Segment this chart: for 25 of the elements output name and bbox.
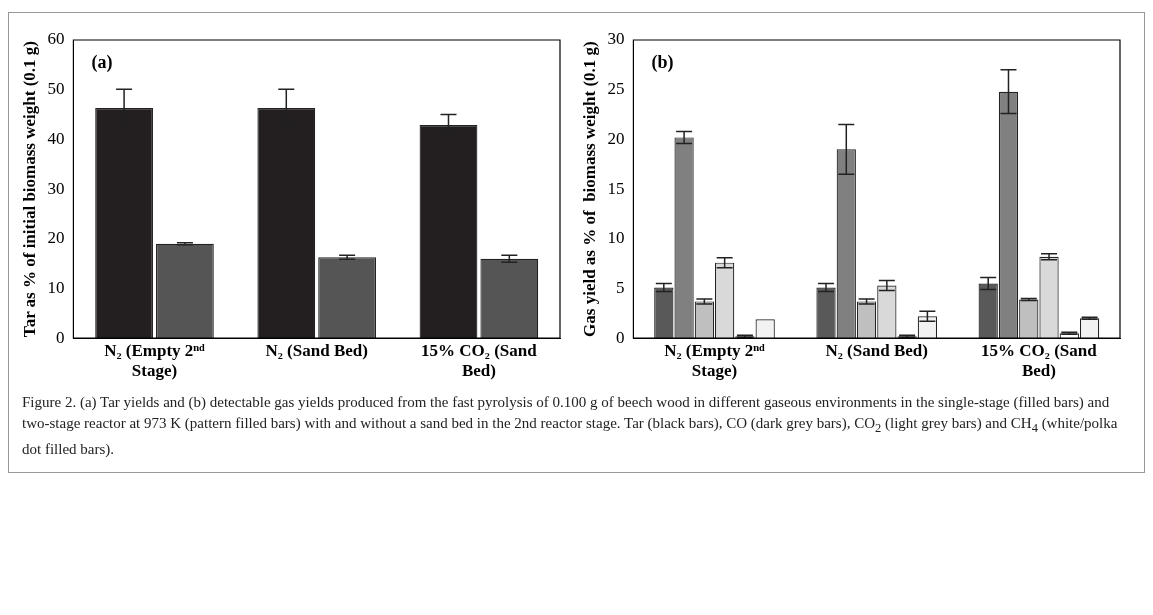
y-tick-label: 50 xyxy=(47,79,65,99)
x-tick-label: N₂ (Sand Bed) xyxy=(825,340,928,360)
y-tick-label: 10 xyxy=(47,277,65,297)
y-tick-label: 15 xyxy=(607,178,625,198)
annotation: (b) xyxy=(651,51,674,73)
y-tick-label: 10 xyxy=(607,228,625,248)
y-tick-label: 60 xyxy=(47,29,65,49)
y-tick-label: 20 xyxy=(607,128,625,148)
annotation: (a) xyxy=(91,51,113,73)
y-tick-label: 30 xyxy=(47,178,65,198)
y-tick-label: 0 xyxy=(615,327,625,347)
text: Figure 2. (a) Tar yields and (b) detectable gas yields produced from the fast pyrolysis of 0.100 g of beech wood in different gaseous environments in the single-stage (filled bars) and two-stage reactor at 973 K (pattern filled bars) with and without a sand bed in the 2nd reactor stage. Tar (black bars), CO (dark grey bars), CO$_{2}$ (light grey bars) and CH$_{4}$ (white/polka dot filled bars). xyxy=(22,394,1118,457)
y-tick-label: 30 xyxy=(607,29,625,49)
x-tick-label: N₂ (Empty 2ⁿᵈ Stage) xyxy=(104,340,206,381)
x-tick-label: 15% CO₂ (Sand Bed) xyxy=(981,340,1098,381)
y-tick-label: 40 xyxy=(47,128,65,148)
y-tick-label: 20 xyxy=(47,228,65,248)
y-tick-label: 25 xyxy=(607,79,625,99)
y-tick-label: 0 xyxy=(55,327,65,347)
x-tick-label: N₂ (Sand Bed) xyxy=(265,340,368,360)
y-axis-title: Tar as % of initial biomass weight (0.1 g) xyxy=(19,41,39,338)
x-tick-label: 15% CO₂ (Sand Bed) xyxy=(421,340,538,381)
y-axis-title: Gas yield as % of biomass weight (0.1 g) xyxy=(579,41,599,337)
x-tick-label: N₂ (Empty 2ⁿᵈ Stage) xyxy=(664,340,766,381)
y-tick-label: 5 xyxy=(615,277,625,297)
